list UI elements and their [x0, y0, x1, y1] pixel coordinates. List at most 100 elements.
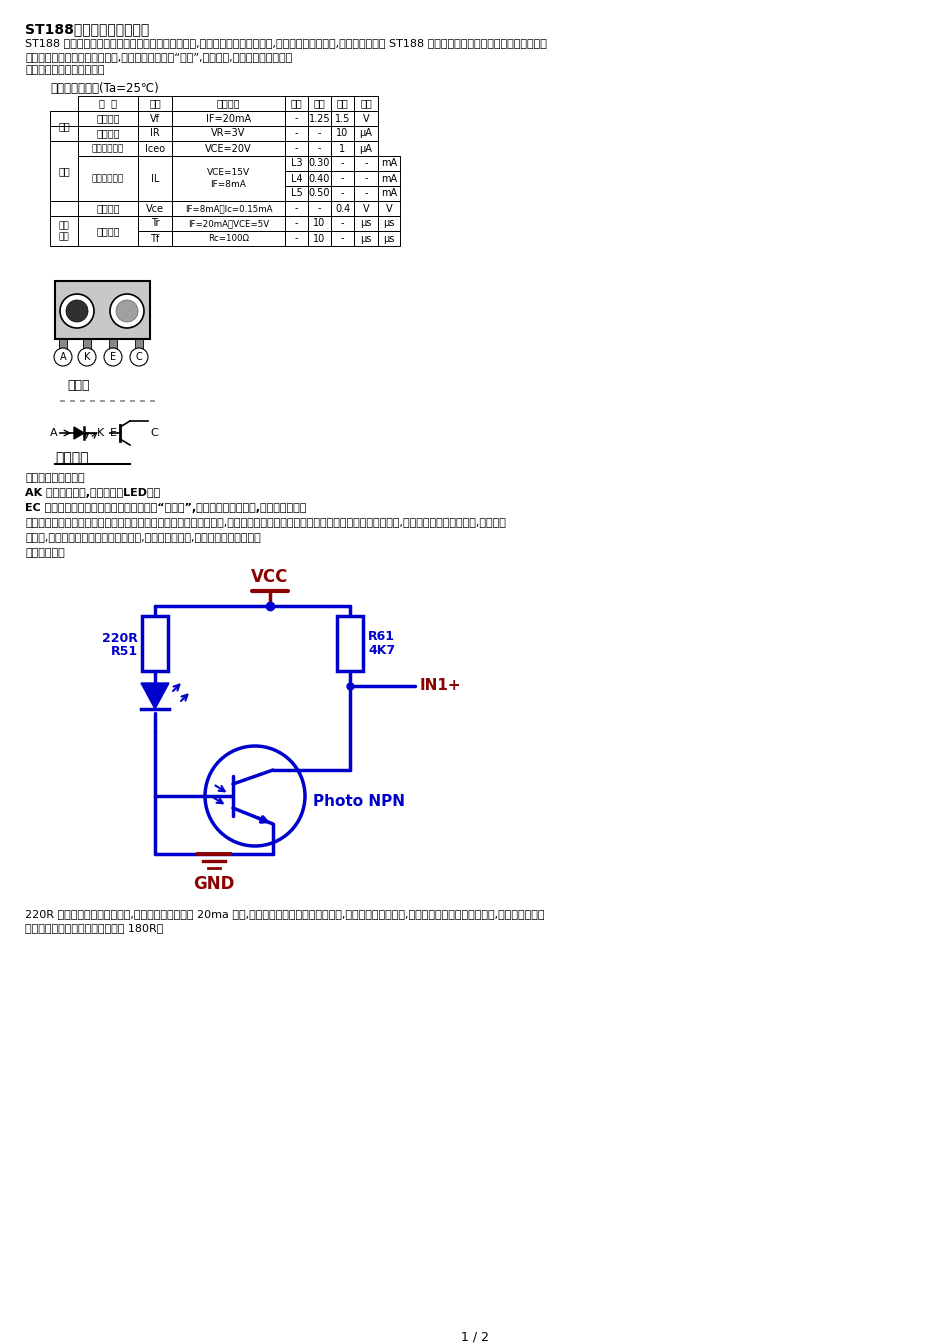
- Text: -: -: [341, 219, 344, 228]
- Polygon shape: [74, 427, 84, 439]
- Circle shape: [130, 348, 148, 366]
- Circle shape: [60, 294, 94, 328]
- Text: 0.50: 0.50: [309, 188, 331, 199]
- Text: 0.40: 0.40: [309, 173, 331, 184]
- Text: 原理图如下：: 原理图如下：: [25, 548, 65, 558]
- Text: 0.4: 0.4: [334, 203, 351, 214]
- Text: K: K: [97, 427, 104, 438]
- Text: -: -: [294, 129, 298, 138]
- Text: 1.5: 1.5: [334, 113, 351, 124]
- Text: 单位: 单位: [360, 98, 371, 109]
- Text: 220R 是红外发射管的限流电阻,发射管的电流一般在 20ma 左右,如果好几路循迹模块一起用的话,总电流还是比较大的,所以可以在满足效用的情况下,尽可能选择大: 220R 是红外发射管的限流电阻,发射管的电流一般在 20ma 左右,如果好几路…: [25, 909, 544, 919]
- Bar: [285, 185, 308, 202]
- Bar: [50, 112, 78, 141]
- Text: -: -: [317, 203, 321, 214]
- Text: 4K7: 4K7: [368, 644, 395, 657]
- Bar: [308, 126, 331, 141]
- Bar: [55, 281, 150, 339]
- Text: Vf: Vf: [150, 113, 160, 124]
- Circle shape: [104, 348, 122, 366]
- Text: 输入: 输入: [58, 121, 70, 130]
- Text: 了一个红外发射管和一个接收管,也就是自己提供了“光源”,自己检测,使用起来比较方便。: 了一个红外发射管和一个接收管,也就是自己提供了“光源”,自己检测,使用起来比较方…: [25, 52, 293, 62]
- Text: L3: L3: [291, 159, 302, 168]
- Text: A: A: [50, 427, 58, 438]
- Text: mA: mA: [381, 188, 397, 199]
- Bar: [138, 141, 172, 156]
- Bar: [83, 339, 91, 349]
- Bar: [331, 141, 354, 156]
- Bar: [308, 185, 331, 202]
- Text: Vce: Vce: [146, 203, 164, 214]
- Bar: [138, 126, 172, 141]
- Text: 测试条件: 测试条件: [217, 98, 240, 109]
- Bar: [135, 339, 143, 349]
- Text: -: -: [341, 188, 344, 199]
- Bar: [308, 231, 331, 246]
- Bar: [378, 202, 400, 216]
- Bar: [331, 95, 354, 112]
- Text: IL: IL: [151, 173, 160, 184]
- Polygon shape: [141, 683, 169, 710]
- Bar: [331, 216, 354, 231]
- Bar: [50, 141, 78, 202]
- Bar: [378, 216, 400, 231]
- Bar: [78, 141, 138, 156]
- Text: VCE=15V
IF=8mA: VCE=15V IF=8mA: [207, 168, 250, 188]
- Bar: [285, 216, 308, 231]
- Text: μs: μs: [360, 234, 371, 243]
- Circle shape: [78, 348, 96, 366]
- Text: L5: L5: [291, 188, 302, 199]
- Text: VR=3V: VR=3V: [211, 129, 246, 138]
- Text: 典型: 典型: [314, 98, 325, 109]
- Bar: [172, 231, 285, 246]
- Text: L4: L4: [291, 173, 302, 184]
- Text: 以下是光电特性和内部电路: 以下是光电特性和内部电路: [25, 65, 105, 75]
- Bar: [285, 231, 308, 246]
- Circle shape: [116, 300, 138, 323]
- Text: V: V: [363, 203, 370, 214]
- Bar: [354, 202, 378, 216]
- Bar: [138, 95, 172, 112]
- Bar: [308, 95, 331, 112]
- Text: 1.25: 1.25: [309, 113, 331, 124]
- Bar: [285, 202, 308, 216]
- Text: -: -: [364, 173, 368, 184]
- Text: A: A: [60, 352, 66, 362]
- Text: Tf: Tf: [150, 234, 160, 243]
- Bar: [331, 185, 354, 202]
- Text: mA: mA: [381, 159, 397, 168]
- Text: 传输
特性: 传输 特性: [59, 220, 69, 241]
- Text: 底视图: 底视图: [67, 379, 89, 392]
- Bar: [172, 216, 285, 231]
- Text: 饱和压降: 饱和压降: [96, 203, 120, 214]
- Bar: [308, 171, 331, 185]
- Text: mA: mA: [381, 173, 397, 184]
- Bar: [172, 112, 285, 126]
- Text: -: -: [317, 129, 321, 138]
- Bar: [308, 216, 331, 231]
- Text: E: E: [110, 427, 117, 438]
- Text: 集电极亮电流: 集电极亮电流: [92, 173, 124, 183]
- Text: 集电极暗电流: 集电极暗电流: [92, 144, 124, 153]
- Text: μs: μs: [360, 219, 371, 228]
- Text: Tr: Tr: [151, 219, 160, 228]
- Bar: [285, 126, 308, 141]
- Bar: [331, 126, 354, 141]
- Text: 220R: 220R: [103, 632, 138, 645]
- Bar: [308, 156, 331, 171]
- Bar: [172, 95, 285, 112]
- Text: 点的电阻。这个电阻一般不得小于 180R。: 点的电阻。这个电阻一般不得小于 180R。: [25, 923, 163, 933]
- Text: 最大: 最大: [336, 98, 349, 109]
- Text: 输出: 输出: [58, 167, 70, 176]
- Text: 1: 1: [339, 144, 346, 153]
- Bar: [78, 126, 138, 141]
- Bar: [78, 202, 138, 216]
- Text: 接收管的基极有类似于光敏电阻的特性：根据接收到的红外光的强度,来产生不同的电压（电流）。基极的电压达到一定的值以后,三极管就会处于放大状态,放大基极: 接收管的基极有类似于光敏电阻的特性：根据接收到的红外光的强度,来产生不同的电压（…: [25, 517, 505, 528]
- Text: -: -: [294, 113, 298, 124]
- Bar: [172, 202, 285, 216]
- Bar: [285, 141, 308, 156]
- Text: -: -: [317, 144, 321, 153]
- Text: -: -: [341, 159, 344, 168]
- Bar: [354, 231, 378, 246]
- Text: 最小: 最小: [291, 98, 302, 109]
